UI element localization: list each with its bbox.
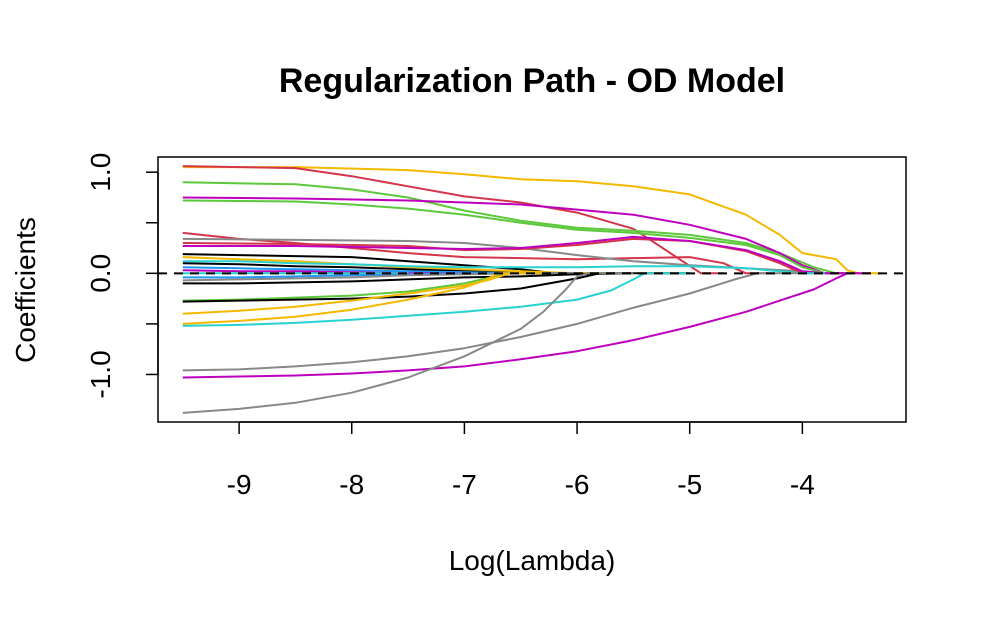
chart-title: Regularization Path - OD Model	[279, 62, 785, 100]
x-tick-label: -4	[790, 469, 815, 500]
x-tick-label: -5	[677, 469, 702, 500]
y-axis: 1.0 0.0 -1.0	[85, 153, 159, 399]
coefficient-path-26	[182, 272, 870, 379]
coefficient-path-5	[182, 199, 848, 275]
x-tick-label: -8	[339, 469, 364, 500]
coefficient-path-25	[182, 272, 803, 372]
coefficient-path-12	[182, 260, 825, 275]
x-tick-label: -9	[227, 469, 252, 500]
x-axis-label: Log(Lambda)	[449, 545, 616, 576]
series-layer	[182, 165, 882, 414]
x-axis: -9 -8 -7 -6 -5 -4	[227, 421, 815, 500]
coefficient-path-3	[182, 181, 859, 275]
coefficient-path-21	[182, 272, 634, 303]
coefficient-path-8	[182, 237, 825, 275]
y-tick-label: -1.0	[85, 350, 116, 398]
y-tick-label: 1.0	[85, 153, 116, 192]
coefficient-path-9	[182, 235, 848, 275]
coefficient-path-4	[182, 196, 848, 275]
coefficient-path-2	[182, 165, 724, 275]
coefficient-path-22	[182, 272, 544, 315]
coefficient-path-1	[182, 166, 882, 275]
x-tick-label: -6	[565, 469, 590, 500]
coefficient-path-24	[182, 272, 690, 327]
y-axis-label: Coefficients	[10, 217, 41, 363]
coefficient-path-23	[182, 272, 532, 325]
x-tick-label: -7	[452, 469, 477, 500]
y-tick-label: 0.0	[85, 254, 116, 293]
plot-frame	[157, 156, 907, 423]
coefficient-path-27	[182, 272, 634, 414]
